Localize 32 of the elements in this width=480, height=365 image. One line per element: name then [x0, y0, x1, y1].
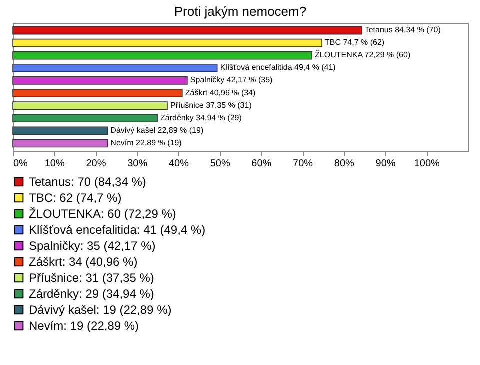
x-tick-label: 90%	[376, 158, 396, 170]
x-tick-label: 40%	[168, 158, 190, 170]
data-label: Nevím 22,89 % (19)	[110, 138, 182, 148]
data-label: TBC 74,7 % (62)	[324, 38, 385, 48]
x-tick-label: 80%	[334, 158, 355, 170]
legend-label: TBC: 62 (74,7 %)	[29, 191, 122, 205]
x-tick-label: 100%	[414, 158, 440, 170]
legend-label: Příušnice: 31 (37,35 %)	[29, 271, 154, 285]
data-label: Klíšťová encefalitida 49,4 % (41)	[220, 63, 336, 72]
chart-title: Proti jakým nemocem?	[174, 4, 307, 19]
legend-label: Klíšťová encefalitida: 41 (49,4 %)	[29, 223, 206, 237]
legend-label: Záškrt: 34 (40,96 %)	[29, 255, 138, 269]
data-label: Spalničky 42,17 % (35)	[190, 76, 274, 85]
legend-label: Tetanus: 70 (84,34 %)	[29, 175, 146, 189]
x-tick-label: 0%	[14, 158, 28, 170]
x-tick-label: 50%	[210, 158, 230, 170]
x-tick-label: 30%	[128, 158, 148, 170]
x-tick-label: 20%	[86, 158, 106, 170]
legend-label: Spalničky: 35 (42,17 %)	[29, 239, 156, 253]
legend-label: Nevím: 19 (22,89 %)	[29, 319, 140, 333]
data-label: Zárděnky 34,94 % (29)	[160, 113, 242, 122]
x-tick-label: 60%	[252, 158, 272, 170]
data-label: Dávivý kašel 22,89 % (19)	[110, 126, 204, 135]
data-label: Záškrt 40,96 % (34)	[185, 88, 256, 98]
legend-label: Zárděnky: 29 (34,94 %)	[29, 287, 154, 301]
data-label: ŽLOUTENKA 72,29 % (60)	[315, 50, 411, 60]
x-tick-label: 10%	[44, 158, 65, 170]
data-label: Tetanus 84,34 % (70)	[364, 26, 442, 35]
legend-label: Dávivý kašel: 19 (22,89 %)	[29, 303, 172, 317]
data-label: Příušnice 37,35 % (31)	[170, 100, 252, 110]
x-tick-label: 70%	[293, 158, 314, 170]
legend-label: ŽLOUTENKA: 60 (72,29 %)	[29, 207, 176, 221]
